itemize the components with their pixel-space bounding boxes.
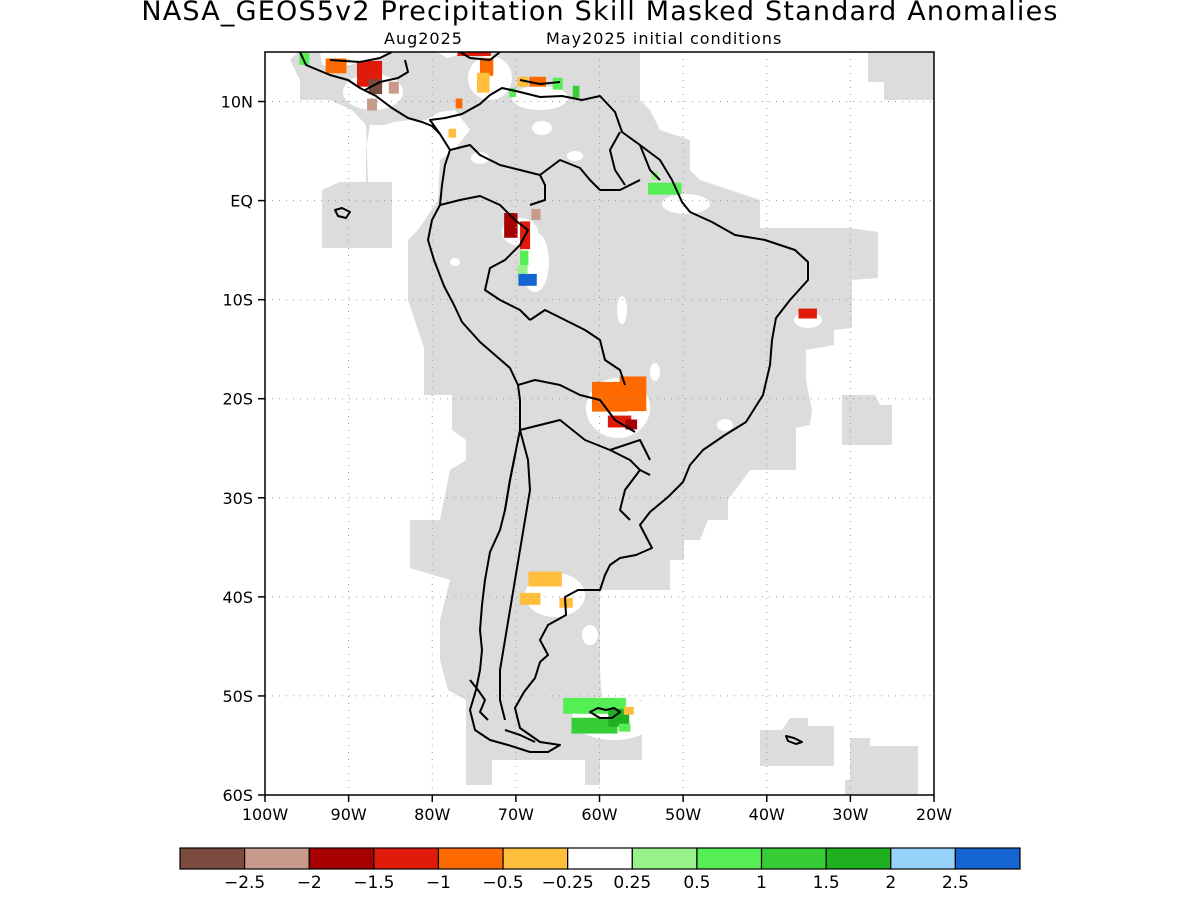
y-tick-label: 40S — [222, 588, 253, 607]
x-tick-label: 20W — [916, 805, 952, 824]
latitude-axis: 10N EQ 10S 20S 30S 40S 50S 60S — [221, 93, 265, 805]
anomaly-patch — [648, 182, 682, 195]
colorbar: −2.5 −2 −1.5 −1 −0.5 −0.25 0.25 0.5 1 1.5 2 2.5 — [179, 847, 1021, 893]
colorbar-label: −2.5 — [224, 873, 265, 893]
coastlines — [299, 52, 809, 753]
anomaly-patch — [519, 592, 541, 605]
anomaly-patch — [571, 717, 618, 734]
colorbar-label: 0.25 — [613, 873, 651, 893]
colorbar-label: 2 — [885, 873, 896, 893]
x-tick-label: 40W — [749, 805, 785, 824]
anomaly-patch — [623, 706, 634, 715]
anomaly-patch — [476, 72, 490, 93]
anomaly-patch — [518, 273, 537, 286]
colorbar-label: −0.25 — [542, 873, 594, 893]
lat-lon-grid — [265, 52, 934, 795]
colorbar-swatch — [825, 847, 892, 870]
colorbar-swatch — [437, 847, 504, 870]
forecast-month: Aug2025 — [384, 29, 463, 48]
colorbar-swatch — [631, 847, 698, 870]
x-tick-label: 30W — [832, 805, 868, 824]
colorbar-swatch — [696, 847, 763, 870]
y-tick-label: 30S — [222, 489, 253, 508]
colorbar-swatch — [760, 847, 827, 870]
anomaly-patch — [455, 98, 463, 109]
anomaly-patch — [325, 58, 347, 74]
anomaly-patch — [572, 85, 580, 98]
anomaly-patch — [457, 52, 491, 56]
anomaly-patch — [479, 57, 494, 76]
colorbar-label: 1 — [756, 873, 767, 893]
skill-mask — [290, 52, 934, 795]
x-tick-label: 100W — [242, 805, 289, 824]
anomaly-patch — [517, 264, 528, 275]
longitude-axis: 100W 90W 80W 70W 60W 50W 40W 30W 20W — [242, 795, 952, 824]
colorbar-swatch — [502, 847, 569, 870]
colorbar-label: 1.5 — [813, 873, 840, 893]
y-tick-label: EQ — [230, 192, 253, 211]
anomaly-patch — [618, 723, 631, 732]
colorbar-label: −0.5 — [482, 873, 523, 893]
x-tick-label: 50W — [665, 805, 701, 824]
anomaly-patch — [798, 308, 817, 319]
colorbar-swatch — [567, 847, 633, 870]
anomaly-patch — [529, 76, 546, 87]
y-tick-label: 10S — [222, 291, 253, 310]
x-tick-label: 60W — [581, 805, 617, 824]
x-tick-label: 80W — [414, 805, 450, 824]
colorbar-label: −1.5 — [353, 873, 394, 893]
anomaly-patch — [520, 250, 529, 266]
colorbar-swatch — [373, 847, 440, 870]
anomaly-patch — [552, 77, 563, 90]
anomaly-patch — [388, 81, 399, 94]
colorbar-swatch — [308, 847, 375, 870]
anomaly-patch — [528, 571, 562, 587]
map-title: NASA_GEOS5v2 Precipitation Skill Masked … — [141, 0, 1059, 27]
colorbar-swatch — [179, 847, 246, 870]
colorbar-swatch — [954, 847, 1021, 870]
colorbar-label: −1 — [426, 873, 451, 893]
y-tick-label: 60S — [222, 786, 253, 805]
anomaly-patch — [625, 419, 638, 430]
anomaly-patch — [531, 209, 541, 220]
colorbar-swatch — [244, 847, 310, 870]
anomaly-patch — [367, 98, 378, 111]
anomaly-patch — [607, 415, 632, 428]
x-tick-label: 70W — [498, 805, 534, 824]
colorbar-swatch — [890, 847, 956, 870]
colorbar-label: −2 — [297, 873, 322, 893]
colorbar-label: 2.5 — [942, 873, 969, 893]
y-tick-label: 10N — [221, 93, 253, 112]
anomaly-patch — [517, 76, 529, 87]
x-tick-label: 90W — [331, 805, 367, 824]
anomaly-patch — [509, 88, 516, 98]
colorbar-label: 0.5 — [683, 873, 710, 893]
y-tick-label: 50S — [222, 687, 253, 706]
y-tick-label: 20S — [222, 390, 253, 409]
anomaly-patch — [448, 128, 457, 138]
anomaly-patch — [299, 52, 310, 65]
initial-conditions: May2025 initial conditions — [546, 29, 783, 48]
